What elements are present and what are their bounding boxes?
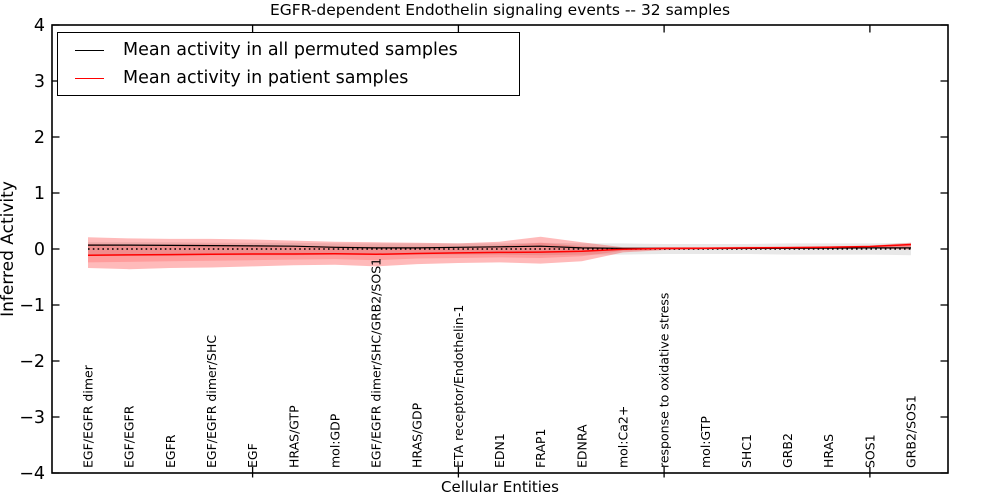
y-tick-label: 1 — [34, 184, 45, 204]
y-tick-label: 0 — [34, 240, 45, 260]
x-tick-label: SHC1 — [739, 434, 754, 468]
x-tick-label: SOS1 — [862, 434, 877, 468]
x-tick-label: mol:Ca2+ — [615, 406, 630, 468]
y-tick-label: −4 — [19, 464, 45, 484]
x-tick-label: EGF/EGFR dimer/SHC — [204, 335, 219, 468]
legend-item-patient: Mean activity in patient samples — [75, 68, 519, 89]
x-tick-label: HRAS/GTP — [286, 405, 301, 468]
legend-item-permuted: Mean activity in all permuted samples — [75, 40, 519, 61]
x-tick-label: EDN1 — [492, 433, 507, 468]
plot-area: −4 −3 −2 −1 0 1 2 3 4 EGF/EGFR dimer EGF/EGFR EGFR E… — [19, 16, 949, 484]
y-tick-label: −1 — [19, 296, 45, 316]
x-tick-label: response to oxidative stress — [657, 293, 672, 468]
legend: Mean activity in all permuted samples Me… — [57, 32, 520, 96]
x-tick-label: mol:GTP — [698, 416, 713, 468]
x-tick-label: EDNRA — [574, 424, 589, 468]
x-tick-label: EGF/EGFR dimer/SHC/GRB2/SOS1 — [369, 258, 384, 468]
series-line-1 — [87, 243, 912, 256]
legend-label-patient: Mean activity in patient samples — [123, 67, 409, 88]
x-tick-label: EGF — [245, 443, 260, 468]
y-tick-label: 2 — [34, 128, 45, 148]
x-tick-label: GRB2 — [780, 433, 795, 468]
x-tick-label: HRAS/GDP — [410, 402, 425, 468]
legend-line-sample-red — [75, 77, 104, 79]
x-tick-label: EGF/EGFR — [122, 405, 137, 468]
x-tick-label: EGFR — [163, 434, 178, 468]
x-tick-label: GRB2/SOS1 — [904, 395, 919, 468]
legend-line-sample-black — [75, 49, 104, 51]
y-tick-label: 4 — [34, 16, 45, 36]
y-tick-label: −3 — [19, 408, 45, 428]
legend-label-permuted: Mean activity in all permuted samples — [123, 39, 458, 60]
x-axis-title: Cellular Entities — [441, 478, 559, 496]
x-tick-label: ETA receptor/Endothelin-1 — [451, 305, 466, 468]
x-tick-label: FRAP1 — [533, 429, 548, 468]
chart-title: EGFR-dependent Endothelin signaling even… — [270, 1, 730, 19]
y-axis-title: Inferred Activity — [0, 181, 18, 317]
x-tick-label: mol:GDP — [327, 413, 342, 468]
x-tick-label: EGF/EGFR dimer — [81, 364, 96, 468]
x-tick-label: HRAS — [821, 434, 836, 468]
y-tick-label: −2 — [19, 352, 45, 372]
y-tick-label: 3 — [34, 72, 45, 92]
